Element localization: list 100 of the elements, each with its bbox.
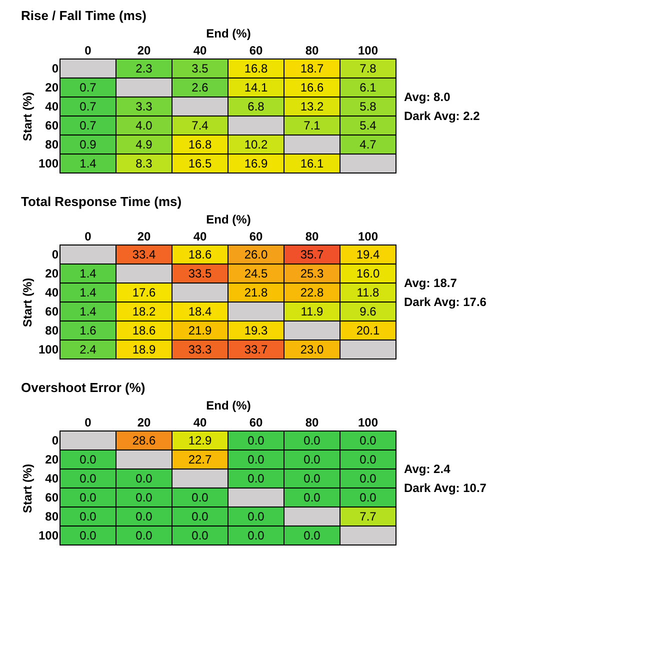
- data-label: 3.3: [136, 100, 153, 114]
- data-label: 0.0: [80, 472, 97, 486]
- data-label: 0.0: [360, 490, 377, 504]
- data-label: 21.9: [188, 324, 212, 338]
- x-tick-label: 80: [305, 230, 319, 244]
- data-label: 6.1: [360, 80, 377, 94]
- data-label: 9.6: [360, 304, 377, 318]
- data-label: 0.0: [304, 452, 321, 466]
- data-label: 0.0: [80, 528, 97, 542]
- data-label: 18.7: [300, 62, 324, 76]
- x-axis-title: End (%): [206, 398, 251, 412]
- y-tick-label: 80: [45, 138, 59, 152]
- y-tick-label: 40: [45, 286, 59, 300]
- data-label: 1.4: [80, 156, 97, 170]
- data-label: 7.7: [360, 510, 377, 524]
- y-tick-label: 40: [45, 472, 59, 486]
- data-label: 0.0: [136, 510, 153, 524]
- data-label: 0.0: [248, 434, 265, 448]
- data-label: 1.4: [80, 286, 97, 300]
- data-label: 16.5: [188, 156, 212, 170]
- data-label: 16.6: [300, 80, 324, 94]
- chart-title: Overshoot Error (%): [20, 380, 146, 395]
- data-label: 16.1: [300, 156, 324, 170]
- data-label: 0.0: [248, 528, 265, 542]
- data-label: 33.7: [244, 342, 268, 356]
- y-tick-label: 60: [45, 304, 59, 318]
- y-tick-label: 40: [45, 100, 59, 114]
- data-label: 0.0: [360, 452, 377, 466]
- data-label: 8.3: [136, 156, 153, 170]
- y-tick-label: 100: [38, 342, 59, 356]
- data-label: 25.3: [300, 266, 324, 280]
- data-label: 2.3: [136, 62, 153, 76]
- data-label: 0.0: [304, 472, 321, 486]
- data-label: 7.1: [304, 118, 321, 132]
- x-tick-label: 80: [305, 416, 319, 430]
- data-label: 0.7: [80, 100, 97, 114]
- data-label: 0.0: [80, 452, 97, 466]
- y-axis-title: Start (%): [20, 278, 34, 328]
- x-tick-label: 100: [358, 44, 378, 58]
- chart-title: Rise / Fall Time (ms): [20, 8, 146, 23]
- data-label: 16.8: [188, 138, 212, 152]
- data-label: 0.7: [80, 118, 97, 132]
- data-label: 0.0: [136, 472, 153, 486]
- data-label: 18.6: [132, 324, 156, 338]
- data-label: 17.6: [132, 286, 156, 300]
- x-tick-label: 0: [84, 230, 92, 244]
- x-tick-label: 20: [137, 230, 151, 244]
- data-label: 23.0: [300, 342, 324, 356]
- data-label: 0.0: [248, 510, 265, 524]
- data-label: 0.0: [136, 528, 153, 542]
- x-tick-label: 100: [358, 416, 378, 430]
- data-label: 11.8: [356, 286, 380, 300]
- data-label: 35.7: [300, 248, 324, 262]
- x-tick-label: 20: [137, 416, 151, 430]
- data-label: 12.9: [188, 434, 212, 448]
- y-tick-label: 60: [45, 490, 59, 504]
- y-tick-label: 20: [45, 80, 59, 94]
- y-tick-label: 100: [38, 528, 59, 542]
- data-label: 16.9: [244, 156, 268, 170]
- data-label: 19.3: [244, 324, 268, 338]
- chart-title: Total Response Time (ms): [20, 194, 182, 209]
- data-label: 13.2: [300, 100, 324, 114]
- data-label: 0.0: [192, 510, 209, 524]
- data-label: 0.0: [304, 528, 321, 542]
- x-axis-title: End (%): [206, 212, 251, 226]
- x-tick-label: 0: [84, 416, 92, 430]
- data-label: 2.6: [192, 80, 209, 94]
- data-label: 20.1: [356, 324, 380, 338]
- text: Avg: 2.4: [404, 462, 451, 476]
- data-label: 0.0: [304, 490, 321, 504]
- data-label: 5.8: [360, 100, 377, 114]
- data-label: 0.0: [248, 472, 265, 486]
- data-label: 22.7: [188, 452, 212, 466]
- data-label: 2.4: [80, 342, 97, 356]
- data-label: 33.4: [132, 248, 156, 262]
- y-tick-label: 60: [45, 118, 59, 132]
- text: Avg: 18.7: [404, 276, 458, 290]
- data-label: 18.6: [188, 248, 212, 262]
- x-tick-label: 20: [137, 44, 151, 58]
- y-tick-label: 0: [52, 434, 59, 448]
- text: Dark Avg: 10.7: [404, 481, 487, 495]
- text: Dark Avg: 2.2: [404, 109, 480, 123]
- y-tick-label: 20: [45, 266, 59, 280]
- data-label: 0.7: [80, 80, 97, 94]
- data-label: 33.3: [188, 342, 212, 356]
- data-label: 11.9: [300, 304, 324, 318]
- data-label: 0.0: [360, 472, 377, 486]
- data-label: 0.0: [304, 434, 321, 448]
- y-axis-title: Start (%): [20, 464, 34, 514]
- x-tick-label: 40: [193, 416, 207, 430]
- data-label: 18.9: [132, 342, 156, 356]
- y-tick-label: 100: [38, 156, 59, 170]
- data-label: 7.8: [360, 62, 377, 76]
- data-label: 24.5: [244, 266, 268, 280]
- data-label: 16.0: [356, 266, 380, 280]
- y-tick-label: 0: [52, 62, 59, 76]
- data-label: 5.4: [360, 118, 377, 132]
- y-tick-label: 80: [45, 510, 59, 524]
- x-tick-label: 60: [249, 416, 263, 430]
- data-label: 1.4: [80, 266, 97, 280]
